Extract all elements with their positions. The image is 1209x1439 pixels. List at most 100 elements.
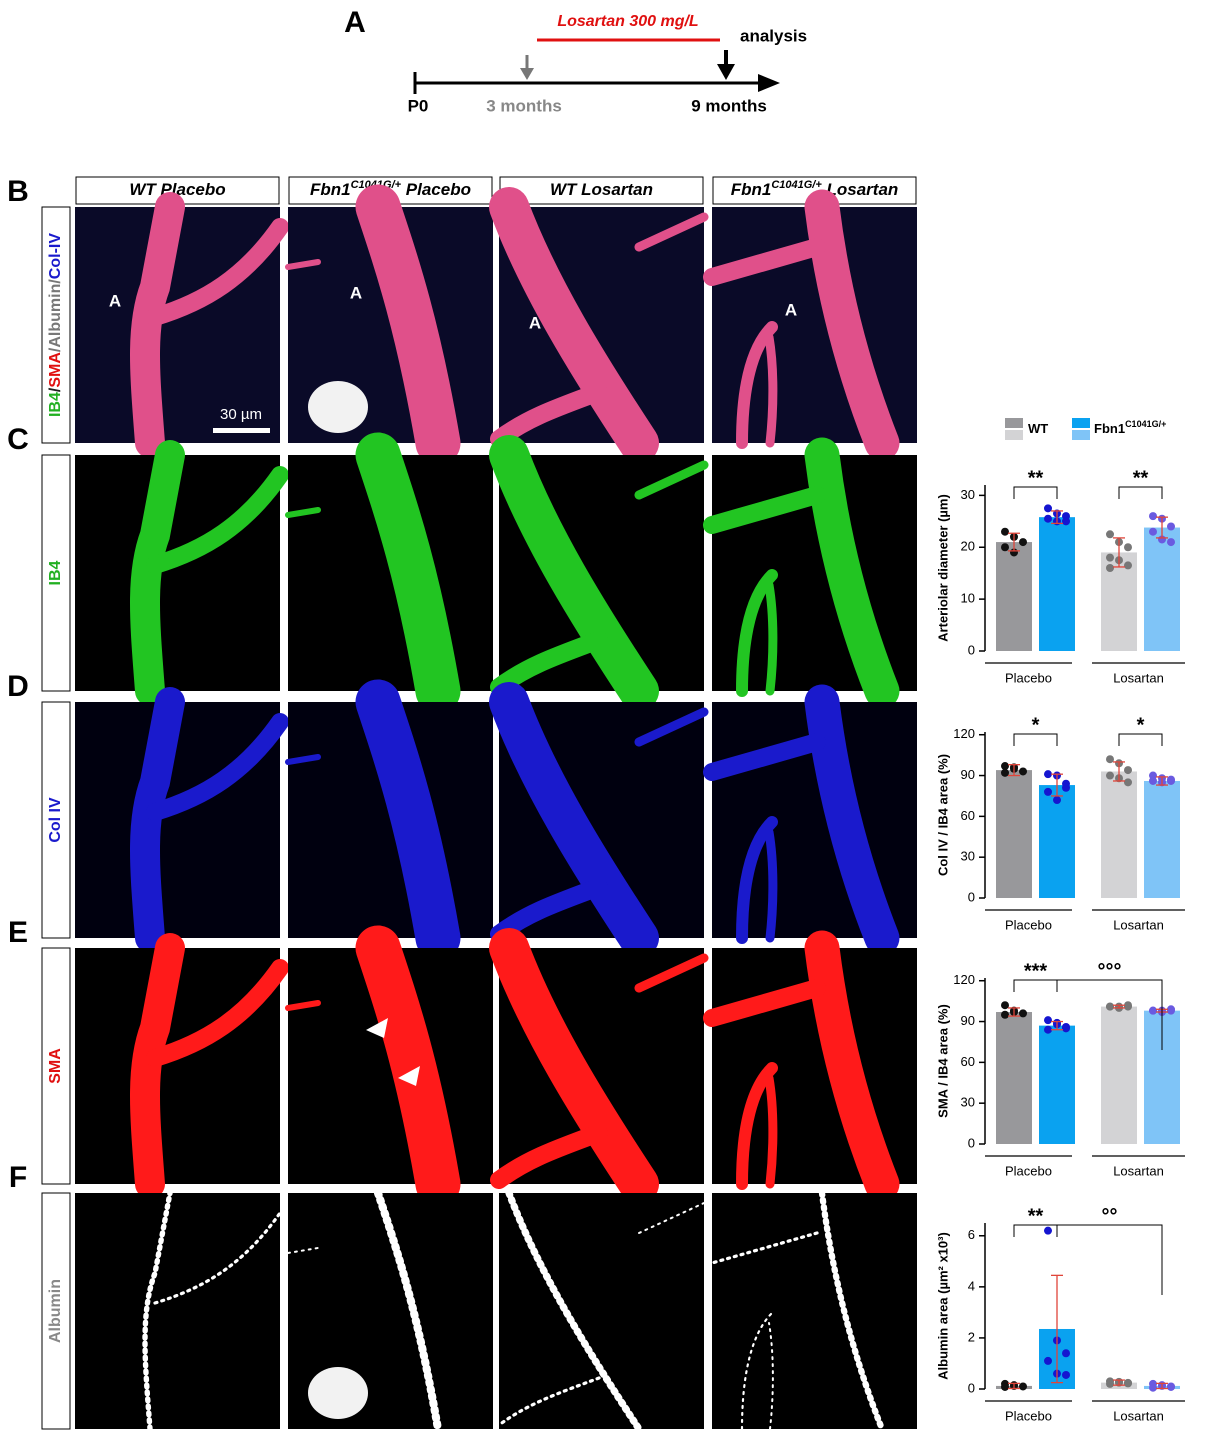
x-tick-label: Placebo — [1005, 670, 1052, 685]
micrograph — [287, 1188, 493, 1434]
vessel — [764, 827, 778, 943]
vessel — [373, 1188, 443, 1434]
error-bar — [1051, 1274, 1063, 1384]
vessel — [764, 1073, 778, 1189]
significance-label: * — [1137, 714, 1145, 736]
vessel — [130, 933, 185, 1199]
data-point — [1167, 775, 1175, 784]
bar — [996, 770, 1032, 898]
data-point — [1062, 1370, 1070, 1379]
time-label: 3 months — [486, 96, 562, 115]
artery-label: A — [785, 300, 797, 319]
data-point — [1106, 1379, 1114, 1388]
micrograph — [75, 687, 289, 953]
micrograph — [489, 435, 709, 711]
timeline-arrow — [758, 74, 780, 92]
vessel — [130, 687, 185, 953]
vessel — [634, 460, 709, 500]
vessel — [489, 682, 659, 958]
vessel — [497, 1376, 601, 1427]
artery-label: A — [109, 291, 121, 310]
data-point — [1001, 1382, 1009, 1391]
significance-label: °°° — [1098, 960, 1122, 982]
row-label-part: IB4 — [47, 560, 64, 585]
vessel — [355, 679, 461, 961]
data-point — [1149, 512, 1157, 521]
legend-swatch — [1005, 418, 1023, 428]
vessel — [703, 733, 826, 781]
data-point — [1167, 538, 1175, 547]
significance-label: * — [1032, 714, 1040, 736]
y-tick-label: 60 — [961, 1054, 975, 1069]
artery-label: A — [529, 313, 541, 332]
y-tick-label: 30 — [961, 487, 975, 502]
y-tick-label: 6 — [968, 1227, 975, 1242]
x-tick-label: Placebo — [1005, 1163, 1052, 1178]
header-box — [499, 176, 704, 205]
micrograph — [497, 1189, 705, 1433]
y-tick-label: 0 — [968, 1135, 975, 1150]
data-point — [1062, 783, 1070, 792]
error-bar — [1051, 1020, 1063, 1031]
vessel — [768, 1322, 774, 1430]
header-text: Fbn1 — [310, 180, 351, 199]
vessel — [355, 184, 461, 466]
micrograph — [710, 1189, 917, 1433]
column-header: WT Placebo — [129, 180, 225, 199]
data-point — [1124, 778, 1132, 787]
error-bar — [1113, 1379, 1125, 1386]
micrograph — [703, 684, 917, 956]
row-label: Albumin — [47, 1279, 64, 1343]
error-bar — [1008, 764, 1020, 777]
x-tick-label: Placebo — [1005, 1408, 1052, 1423]
significance-label: *** — [1024, 960, 1048, 982]
legend-name: WT — [1028, 421, 1048, 436]
header-text: WT Losartan — [550, 180, 653, 199]
data-point — [1019, 538, 1027, 547]
row-label-box — [41, 1192, 71, 1430]
data-point — [1167, 1382, 1175, 1391]
vessel — [634, 212, 709, 252]
data-point — [1044, 514, 1052, 523]
micrograph: A — [285, 184, 493, 466]
micrograph — [285, 679, 493, 961]
row-label-box — [41, 701, 71, 939]
micrograph: A 30 µm — [75, 192, 289, 458]
row-label-part: / — [47, 387, 64, 392]
data-point — [1106, 553, 1114, 562]
data-point — [1001, 762, 1009, 771]
y-axis-label: SMA / IB4 area (%) — [935, 1004, 950, 1118]
vessel — [146, 218, 289, 326]
y-axis-label: Col IV / IB4 area (%) — [935, 754, 950, 876]
legend-swatch — [1072, 430, 1090, 440]
albumin-leak — [308, 381, 368, 433]
data-point — [1149, 776, 1157, 785]
data-point — [1044, 770, 1052, 779]
y-tick-label: 30 — [961, 1095, 975, 1110]
legend-swatch — [1072, 418, 1090, 428]
data-point — [1062, 1024, 1070, 1033]
y-tick-label: 20 — [961, 539, 975, 554]
micrograph — [285, 925, 493, 1207]
row-label: IB4/SMA/Albumin/Col-IV — [47, 233, 64, 417]
analysis-arrow-head — [717, 64, 735, 80]
vessel — [490, 878, 608, 943]
error-bar — [1113, 1004, 1125, 1009]
significance-bracket — [1056, 1224, 1163, 1295]
time-label: P0 — [408, 96, 429, 115]
micrograph — [703, 930, 917, 1202]
data-point — [1044, 1016, 1052, 1025]
y-tick-label: 60 — [961, 808, 975, 823]
vessel — [703, 486, 826, 534]
bar — [996, 1012, 1032, 1144]
vessel — [355, 925, 461, 1207]
x-tick-label: Losartan — [1113, 917, 1164, 932]
vessel — [142, 1190, 173, 1432]
significance-label: ** — [1028, 1205, 1044, 1227]
error-bar — [1113, 537, 1125, 568]
vessel — [804, 437, 900, 709]
vessel — [489, 928, 659, 1204]
row-label-box — [41, 454, 71, 692]
panel-letter: C — [7, 423, 29, 456]
vessel — [764, 332, 778, 448]
